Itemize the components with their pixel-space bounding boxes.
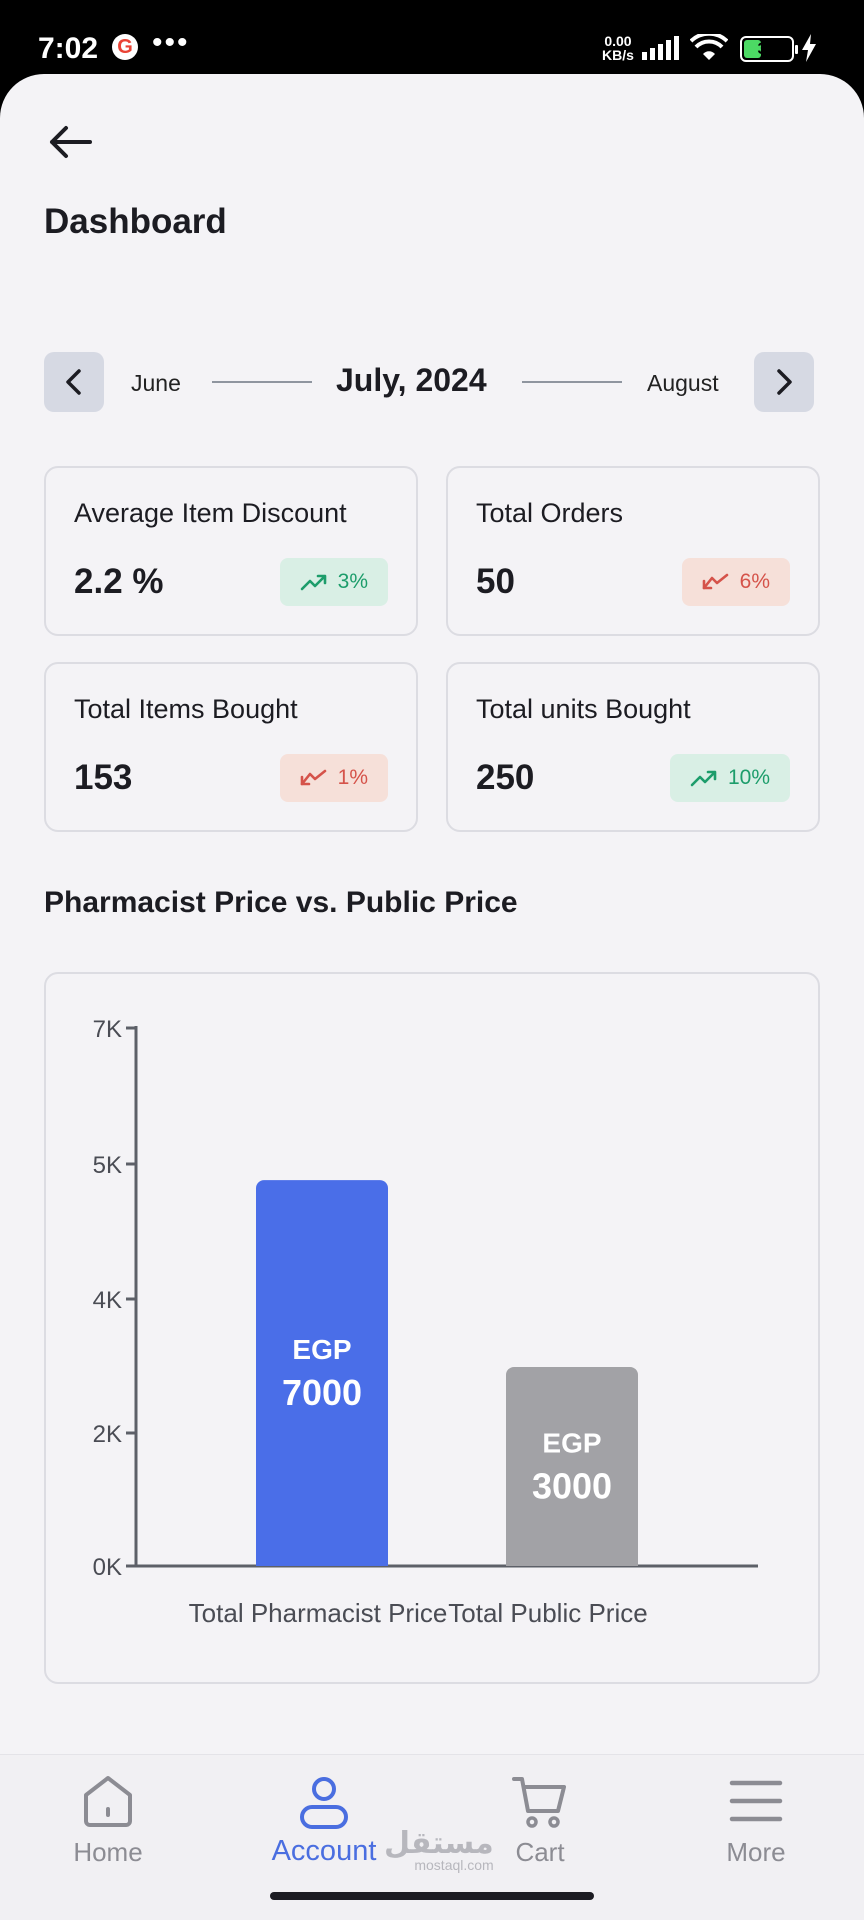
stat-value: 2.2 % [74, 562, 164, 601]
bar [256, 1180, 388, 1566]
trending-down-icon [702, 573, 728, 590]
stat-card-total-orders: Total Orders 50 6% [446, 466, 820, 636]
chevron-left-icon [66, 369, 81, 395]
signal-icon [642, 36, 679, 60]
network-speed-unit: KB/s [602, 47, 634, 63]
trend-badge: 1% [279, 754, 388, 802]
trend-value: 3% [337, 570, 368, 593]
nav-item-account[interactable]: Account [216, 1755, 432, 1895]
watermark-text: مستقل [384, 1827, 494, 1860]
nav-item-more[interactable]: More [648, 1755, 864, 1895]
nav-item-home[interactable]: Home [0, 1755, 216, 1895]
stat-label: Average Item Discount [74, 498, 347, 528]
price-comparison-chart: 7K 5K 4K 2K 0K EGP 7000 Total Pharmacist Price E… [44, 972, 820, 1684]
trend-value: 10% [727, 766, 770, 789]
bar-chart: 7K 5K 4K 2K 0K EGP 7000 Total Pharmacist Price E… [93, 1016, 758, 1628]
nav-label: Cart [515, 1837, 565, 1867]
trend-value: 6% [739, 570, 770, 593]
y-tick-label: 5K [93, 1152, 122, 1179]
bar-value-amount: 3000 [532, 1465, 612, 1506]
stat-card-total-items: Total Items Bought 153 1% [44, 662, 418, 832]
trending-up-icon [690, 770, 717, 787]
divider [212, 381, 312, 383]
menu-icon [729, 1780, 783, 1822]
charging-icon [802, 34, 816, 62]
previous-month-button[interactable] [44, 352, 104, 412]
trend-badge: 3% [279, 558, 388, 606]
category-label: Total Public Price [448, 1598, 647, 1628]
stat-label: Total units Bought [476, 694, 691, 724]
cart-icon [512, 1777, 566, 1828]
stat-value: 50 [476, 562, 515, 601]
chart-section-title: Pharmacist Price vs. Public Price [44, 886, 518, 919]
divider [522, 381, 622, 383]
battery-level: 34 [757, 39, 777, 58]
chevron-right-icon [777, 369, 792, 395]
previous-month-label[interactable]: June [131, 370, 181, 396]
stat-value: 153 [74, 758, 133, 797]
battery-icon: 34 [740, 36, 798, 62]
dashboard-screen: Dashboard June July, 2024 August Average… [0, 74, 864, 1920]
trending-up-icon [300, 574, 326, 591]
current-month-label: July, 2024 [336, 362, 487, 398]
network-speed-value: 0.00 [604, 33, 632, 49]
status-time: 7:02 [38, 32, 99, 65]
home-indicator[interactable] [270, 1892, 594, 1900]
nav-label: Account [271, 1835, 377, 1867]
y-tick-label: 2K [93, 1421, 122, 1448]
bar-value-currency: EGP [542, 1427, 601, 1458]
watermark: مستقل mostaql.com [384, 1826, 494, 1873]
stat-value: 250 [476, 758, 535, 797]
network-speed: 0.00 KB/s [602, 34, 634, 62]
next-month-label[interactable]: August [647, 370, 719, 396]
stat-label: Total Orders [476, 498, 624, 528]
next-month-button[interactable] [754, 352, 814, 412]
trend-badge: 6% [681, 558, 790, 606]
home-icon [84, 1776, 132, 1827]
arrow-left-icon [50, 126, 92, 158]
page-title: Dashboard [44, 202, 227, 241]
bar-base [506, 1556, 638, 1566]
y-tick-label: 0K [93, 1554, 122, 1581]
account-icon [300, 1777, 348, 1829]
trending-down-icon [300, 769, 326, 786]
wifi-icon [690, 34, 728, 60]
nav-label: More [726, 1837, 786, 1867]
y-tick-label: 7K [93, 1016, 122, 1043]
back-button[interactable] [44, 120, 96, 164]
bar [506, 1366, 638, 1566]
status-bar: 7:02 G ••• 0.00 KB/s 34 [0, 0, 864, 76]
trend-value: 1% [337, 766, 368, 789]
stat-card-average-discount: Average Item Discount 2.2 % 3% [44, 466, 418, 636]
more-notifications-icon: ••• [152, 26, 190, 59]
trend-badge: 10% [669, 754, 790, 802]
bar-base [256, 1556, 388, 1566]
stat-card-total-units: Total units Bought 250 10% [446, 662, 820, 832]
y-tick-label: 4K [93, 1287, 122, 1314]
category-label: Total Pharmacist Price [189, 1598, 448, 1628]
watermark-sub: mostaql.com [414, 1857, 494, 1873]
bar-value-currency: EGP [292, 1334, 351, 1365]
stat-label: Total Items Bought [74, 694, 298, 724]
nav-item-cart[interactable]: Cart [432, 1755, 648, 1895]
nav-label: Home [73, 1837, 143, 1867]
google-icon: G [112, 34, 138, 60]
bar-value-amount: 7000 [282, 1372, 362, 1413]
